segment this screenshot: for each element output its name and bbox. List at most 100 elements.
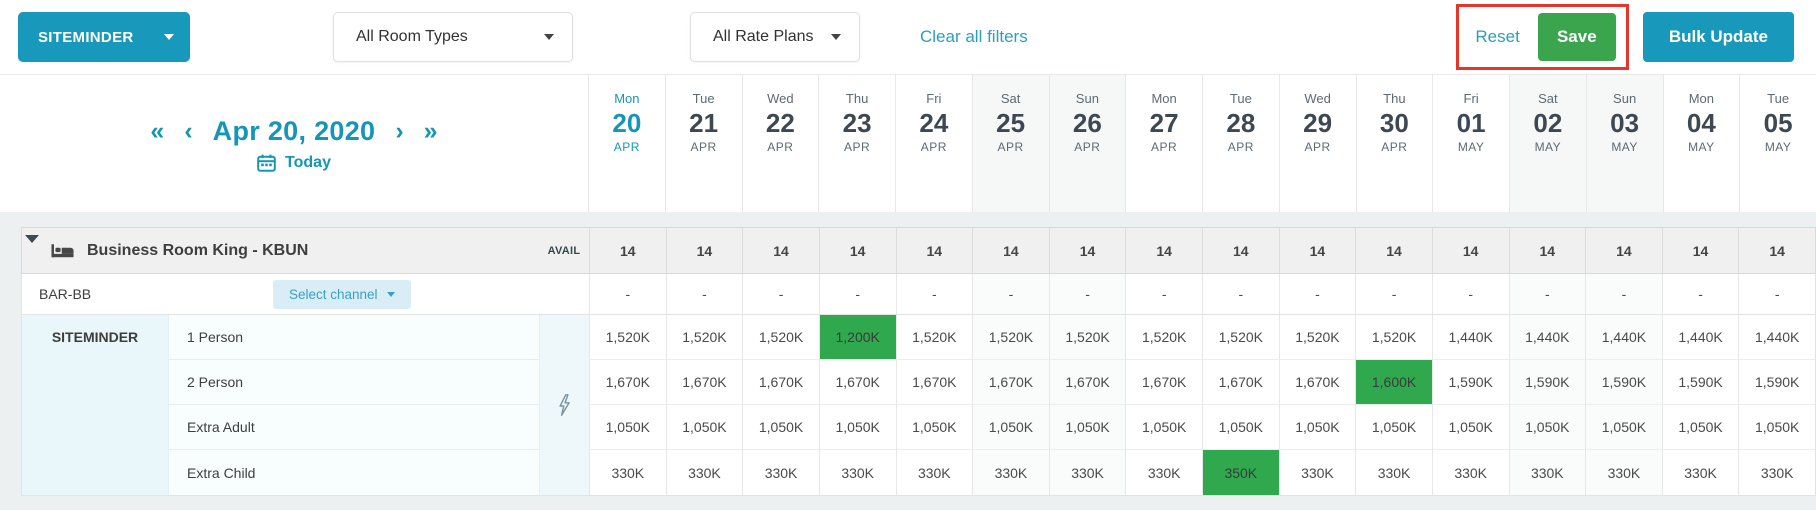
rate-value-cell[interactable]: 330K	[818, 450, 896, 495]
rate-value-cell[interactable]: 1,050K	[665, 405, 743, 450]
rate-value-cell[interactable]: 330K	[1278, 450, 1356, 495]
rate-value-cell[interactable]: 1,520K	[1125, 315, 1202, 360]
select-channel-dropdown[interactable]: Select channel	[273, 279, 411, 309]
rate-value-cell[interactable]: 1,520K	[665, 315, 743, 360]
rate-value-cell[interactable]: 1,050K	[1508, 405, 1586, 450]
date-navigation: « ‹ Apr 20, 2020 › »	[0, 75, 588, 212]
room-types-dropdown[interactable]: All Room Types	[333, 12, 573, 62]
rate-cell: -	[972, 274, 1049, 314]
bulk-update-button[interactable]: Bulk Update	[1642, 12, 1794, 62]
day-header: Wed 22 APR	[741, 75, 819, 212]
rate-value-cell[interactable]: 1,050K	[742, 405, 819, 450]
avail-flash-cell	[539, 315, 589, 495]
rate-value-cell[interactable]: 1,520K	[1048, 315, 1126, 360]
rate-value-cell[interactable]: 1,600K	[1355, 360, 1432, 405]
collapse-room-icon[interactable]	[25, 235, 39, 243]
day-name: Fri	[926, 91, 942, 106]
rate-value-cell[interactable]: 1,670K	[1125, 360, 1202, 405]
rate-value-cell[interactable]: 1,670K	[742, 360, 819, 405]
rate-value-cell[interactable]: 1,050K	[1048, 405, 1126, 450]
rate-value-cell[interactable]: 1,590K	[1431, 360, 1509, 405]
rate-plan-row: BAR-BB Select channel ----------------	[21, 274, 1816, 315]
availability-cell: 14	[818, 228, 896, 273]
rate-value-cell[interactable]: 330K	[1125, 450, 1202, 495]
rate-value-cell[interactable]: 1,670K	[665, 360, 743, 405]
rate-value-cell[interactable]: 1,520K	[972, 315, 1049, 360]
rate-cell: -	[1431, 274, 1509, 314]
rate-value-cell[interactable]: 1,670K	[1202, 360, 1279, 405]
day-header: Fri 24 APR	[895, 75, 972, 212]
rate-value-cell[interactable]: 1,590K	[1508, 360, 1586, 405]
rate-value-cell[interactable]: 1,050K	[1278, 405, 1356, 450]
rate-value-cell[interactable]: 330K	[1508, 450, 1586, 495]
rate-value-cell[interactable]: 1,050K	[818, 405, 896, 450]
day-headers: Mon 20 APR Tue 21 APR Wed 22 APR Thu 23 APR Fri 24 APR…	[588, 75, 1816, 212]
channel-selector-dropdown[interactable]: SITEMINDER	[18, 12, 190, 62]
clear-all-filters-link[interactable]: Clear all filters	[920, 27, 1028, 46]
day-name: Mon	[614, 91, 640, 106]
rate-value-cell[interactable]: 1,200K	[818, 315, 896, 360]
rate-value-cell[interactable]: 1,670K	[818, 360, 896, 405]
rate-value-cell[interactable]: 1,590K	[1661, 360, 1739, 405]
rate-value-cell[interactable]: 1,670K	[589, 360, 666, 405]
day-header: Tue 28 APR	[1202, 75, 1279, 212]
rate-value-cell[interactable]: 1,520K	[895, 315, 973, 360]
rate-value-cell[interactable]: 1,050K	[1125, 405, 1202, 450]
rate-value-cell[interactable]: 1,670K	[1048, 360, 1126, 405]
rate-value-cell[interactable]: 330K	[1355, 450, 1432, 495]
rate-value-cell[interactable]: 1,520K	[1355, 315, 1432, 360]
rate-value-cell[interactable]: 1,520K	[589, 315, 666, 360]
rate-value-cell[interactable]: 1,050K	[1738, 405, 1815, 450]
day-header: Tue 21 APR	[664, 75, 742, 212]
rate-value-cell[interactable]: 1,440K	[1431, 315, 1509, 360]
save-button[interactable]: Save	[1537, 13, 1616, 61]
rate-value-cell[interactable]: 330K	[895, 450, 973, 495]
rate-value-cell[interactable]: 1,590K	[1585, 360, 1662, 405]
rate-value-cell[interactable]: 1,050K	[895, 405, 973, 450]
day-number: 24	[919, 108, 949, 138]
day-month: APR	[1304, 140, 1331, 154]
rate-value-cell[interactable]: 330K	[1738, 450, 1815, 495]
day-month: MAY	[1534, 140, 1562, 154]
rate-value-cell[interactable]: 330K	[665, 450, 743, 495]
flash-icon	[556, 393, 573, 417]
rate-value-cell[interactable]: 1,520K	[1202, 315, 1279, 360]
rate-value-cell[interactable]: 1,050K	[1661, 405, 1739, 450]
rate-value-cell[interactable]: 1,440K	[1508, 315, 1586, 360]
day-header: Mon 04 MAY	[1662, 75, 1740, 212]
rate-value-cell[interactable]: 350K	[1202, 450, 1279, 495]
rate-value-cell[interactable]: 1,670K	[895, 360, 973, 405]
rate-value-cell[interactable]: 1,520K	[1278, 315, 1356, 360]
rate-value-cell[interactable]: 330K	[1048, 450, 1126, 495]
rate-value-cell[interactable]: 1,050K	[1202, 405, 1279, 450]
day-name: Fri	[1463, 91, 1479, 106]
rate-value-cell[interactable]: 1,440K	[1585, 315, 1662, 360]
rate-value-cell[interactable]: 330K	[972, 450, 1049, 495]
rate-value-cell[interactable]: 1,440K	[1738, 315, 1815, 360]
rate-value-cell[interactable]: 1,050K	[1585, 405, 1662, 450]
rate-value-cell[interactable]: 330K	[1585, 450, 1662, 495]
reset-link[interactable]: Reset	[1475, 27, 1520, 46]
rate-value-cell[interactable]: 1,050K	[1431, 405, 1509, 450]
rate-value-cell[interactable]: 1,050K	[589, 405, 666, 450]
rate-plans-dropdown[interactable]: All Rate Plans	[690, 12, 860, 62]
today-button[interactable]: Today	[257, 154, 331, 172]
channel-rates-block: SITEMINDER 1 Person 1,520K 1,520K 1,520K 1,2…	[21, 315, 1816, 496]
rate-value-cell[interactable]: 330K	[742, 450, 819, 495]
rate-value-cell[interactable]: 1,670K	[972, 360, 1049, 405]
rate-value-cell[interactable]: 330K	[1431, 450, 1509, 495]
next-week-button[interactable]: »	[423, 116, 438, 145]
next-day-button[interactable]: ›	[395, 116, 404, 145]
rate-value-cell[interactable]: 1,050K	[972, 405, 1049, 450]
rate-value-cell[interactable]: 1,520K	[742, 315, 819, 360]
rate-value-cell[interactable]: 1,050K	[1355, 405, 1432, 450]
prev-week-button[interactable]: «	[150, 116, 165, 145]
channel-name-cell: SITEMINDER	[22, 315, 168, 495]
rate-value-cell[interactable]: 330K	[589, 450, 666, 495]
day-name: Tue	[692, 91, 715, 106]
prev-day-button[interactable]: ‹	[184, 116, 193, 145]
rate-value-cell[interactable]: 1,670K	[1278, 360, 1356, 405]
rate-value-cell[interactable]: 1,440K	[1661, 315, 1739, 360]
rate-value-cell[interactable]: 1,590K	[1738, 360, 1815, 405]
rate-value-cell[interactable]: 330K	[1661, 450, 1739, 495]
